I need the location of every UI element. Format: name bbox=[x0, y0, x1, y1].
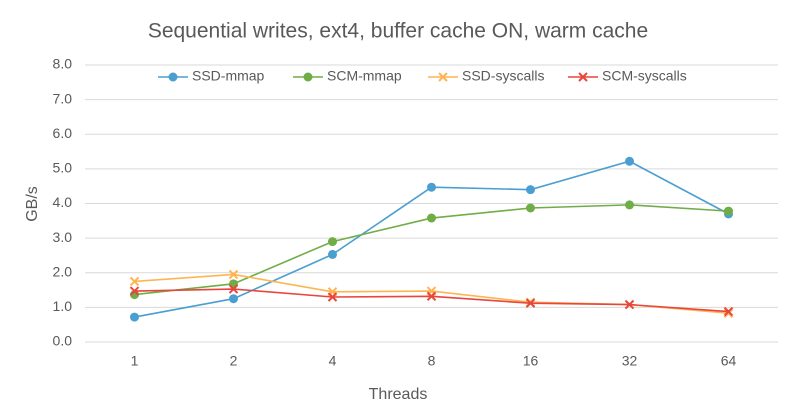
point bbox=[229, 294, 238, 304]
point bbox=[427, 182, 436, 192]
x-tick-label: 8 bbox=[428, 353, 436, 369]
point bbox=[328, 249, 337, 259]
point bbox=[129, 276, 140, 287]
point bbox=[724, 206, 733, 216]
y-axis-title: GB/s bbox=[24, 186, 41, 222]
x-tick-label: 32 bbox=[622, 353, 638, 369]
point bbox=[327, 292, 338, 302]
point bbox=[228, 269, 239, 280]
legend-label: SSD-syscalls bbox=[462, 68, 544, 84]
point bbox=[625, 200, 634, 210]
x-axis-title: Threads bbox=[369, 386, 428, 403]
point bbox=[228, 284, 239, 294]
point bbox=[723, 306, 734, 317]
chart-title: Sequential writes, ext4, buffer cache ON… bbox=[148, 20, 648, 43]
legend-marker bbox=[438, 72, 448, 82]
y-tick-label: 6.0 bbox=[53, 125, 73, 141]
point bbox=[624, 299, 635, 310]
y-tick-label: 2.0 bbox=[53, 263, 73, 279]
x-tick-label: 4 bbox=[329, 353, 337, 369]
y-tick-label: 0.0 bbox=[53, 333, 73, 349]
legend-label: SCM-syscalls bbox=[602, 68, 687, 84]
y-tick-label: 4.0 bbox=[53, 194, 73, 210]
point bbox=[526, 185, 535, 195]
point bbox=[129, 286, 140, 296]
point bbox=[427, 213, 436, 223]
x-tick-label: 64 bbox=[721, 353, 737, 369]
y-tick-label: 7.0 bbox=[53, 90, 73, 106]
point bbox=[625, 156, 634, 166]
y-tick-label: 1.0 bbox=[53, 298, 73, 314]
legend-marker bbox=[578, 72, 588, 82]
point bbox=[426, 291, 437, 302]
x-tick-label: 16 bbox=[523, 353, 539, 369]
y-tick-label: 5.0 bbox=[53, 160, 73, 176]
point bbox=[328, 237, 337, 247]
legend-label: SSD-mmap bbox=[192, 68, 265, 84]
y-tick-label: 3.0 bbox=[53, 229, 73, 245]
legend-label: SCM-mmap bbox=[327, 68, 402, 84]
x-tick-label: 1 bbox=[131, 353, 139, 369]
y-tick-label: 8.0 bbox=[53, 56, 73, 72]
legend-marker bbox=[168, 72, 178, 82]
x-tick-label: 2 bbox=[230, 353, 238, 369]
point bbox=[525, 298, 536, 308]
point bbox=[526, 203, 535, 213]
point bbox=[130, 312, 139, 322]
legend-marker bbox=[303, 72, 313, 82]
